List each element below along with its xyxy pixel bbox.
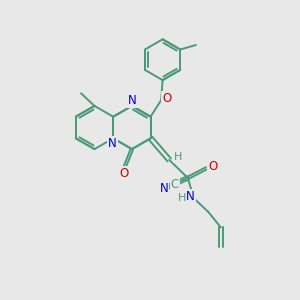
Text: H: H <box>178 193 187 203</box>
Text: O: O <box>208 160 217 173</box>
Text: N: N <box>128 94 137 107</box>
Text: O: O <box>119 167 128 180</box>
Text: N: N <box>159 182 168 196</box>
Text: C: C <box>170 178 179 191</box>
Text: N: N <box>186 190 195 203</box>
Text: N: N <box>108 137 117 150</box>
Text: H: H <box>173 152 182 162</box>
Text: O: O <box>162 92 171 105</box>
